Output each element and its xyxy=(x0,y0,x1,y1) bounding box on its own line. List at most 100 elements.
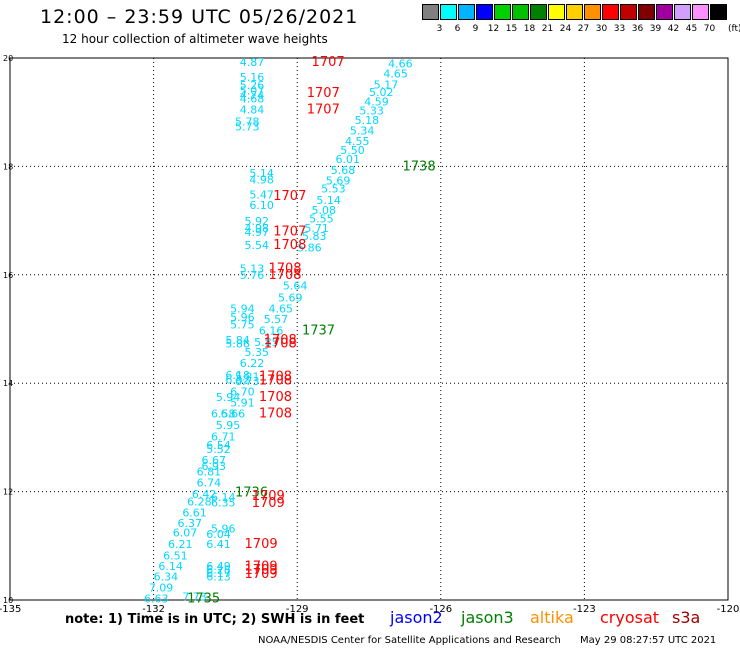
wave-height-label: 6.28 xyxy=(187,495,212,508)
time-label: 1737 xyxy=(302,324,335,339)
wave-height-label: 6.51 xyxy=(163,550,188,563)
scale-label: 21 xyxy=(541,24,554,34)
lat-tick-label: 10 xyxy=(3,596,13,605)
wave-height-label: 5.69 xyxy=(326,174,351,187)
scale-swatch xyxy=(494,4,511,20)
wave-height-label: 6.18 xyxy=(225,369,250,382)
wave-height-label: 5.33 xyxy=(359,105,384,118)
wave-height-label: 5.14 xyxy=(249,167,273,180)
wave-height-label: 4.87 xyxy=(240,56,265,69)
lat-tick-label: 18 xyxy=(3,162,13,171)
lon-tick-label: -132 xyxy=(142,604,165,615)
scale-swatch xyxy=(440,4,457,20)
note-text: note: 1) Time is in UTC; 2) SWH is in fe… xyxy=(65,612,365,627)
wave-height-label: 5.85 xyxy=(254,336,279,349)
wave-height-label: 5.52 xyxy=(206,443,231,456)
wave-height-label: 6.58 xyxy=(211,408,236,421)
legend-item-jason2: jason2 xyxy=(390,608,443,627)
wave-height-label: 5.69 xyxy=(278,292,303,305)
legend-item-cryosat: cryosat xyxy=(600,608,660,627)
scale-label: 27 xyxy=(577,24,590,34)
scale-swatch xyxy=(530,4,547,20)
scale-label: 12 xyxy=(487,24,500,34)
footer-date: May 29 08:27:57 UTC 2021 xyxy=(580,635,717,646)
page-title: 12:00 – 23:59 UTC 05/26/2021 xyxy=(40,6,359,28)
scale-swatch xyxy=(692,4,709,20)
wave-height-label: 6.73 xyxy=(235,375,260,388)
wave-height-label: 7.09 xyxy=(149,582,174,595)
map-frame xyxy=(9,57,729,601)
wave-height-label: 5.84 xyxy=(225,334,250,347)
wave-height-label: 5.14 xyxy=(316,194,341,207)
wave-height-label: 4.59 xyxy=(364,95,389,108)
wave-height-label: 6.41 xyxy=(206,538,231,551)
wave-height-label: 6.93 xyxy=(201,460,226,473)
wave-height-label: 6.67 xyxy=(201,454,226,467)
wave-height-label: 4.55 xyxy=(345,135,370,148)
wave-height-label: 4.98 xyxy=(245,222,270,235)
wave-height-label: 6.74 xyxy=(197,476,222,489)
time-label: 1709 xyxy=(245,563,278,578)
footer-credit: NOAA/NESDIS Center for Satellite Applica… xyxy=(258,635,561,646)
wave-height-label: 4.84 xyxy=(240,103,265,116)
wave-height-label: 4.98 xyxy=(249,173,273,186)
wave-height-label: 5.91 xyxy=(230,397,255,410)
wave-height-label: 6.61 xyxy=(182,507,207,520)
scale-unit: (ft) xyxy=(728,24,740,34)
wave-height-label: 6.13 xyxy=(206,571,231,584)
wave-height-label: 4.65 xyxy=(383,68,408,81)
time-label: 1708 xyxy=(259,373,292,388)
scale-label: 18 xyxy=(523,24,536,34)
time-label: 1738 xyxy=(403,159,436,174)
wave-height-label: 6.07 xyxy=(173,526,198,539)
wave-height-label: 6.70 xyxy=(230,385,255,398)
wave-height-label: 5.53 xyxy=(321,183,346,196)
wave-height-label: 6.54 xyxy=(206,439,231,452)
scale-swatch xyxy=(674,4,691,20)
scale-label: 70 xyxy=(703,24,716,34)
wave-height-label: 6.71 xyxy=(211,430,236,443)
wave-height-label: 5.26 xyxy=(240,79,265,92)
wave-height-label: 5.94 xyxy=(216,391,241,404)
wave-height-label: 5.92 xyxy=(245,215,270,228)
legend-item-jason3: jason3 xyxy=(461,608,514,627)
scale-label: 9 xyxy=(472,24,479,34)
scale-swatch xyxy=(512,4,529,20)
time-label: 1707 xyxy=(273,224,306,239)
scale-swatch xyxy=(656,4,673,20)
lat-tick-label: 16 xyxy=(3,271,13,280)
lat-tick-label: 20 xyxy=(3,54,13,63)
scale-label: 15 xyxy=(505,24,518,34)
wave-height-label: 5.55 xyxy=(309,212,334,225)
scale-label: 24 xyxy=(559,24,572,34)
scale-swatch xyxy=(602,4,619,20)
wave-height-label: 5.83 xyxy=(302,230,327,243)
wave-height-label: 4.66 xyxy=(388,57,413,70)
scale-swatch xyxy=(422,4,439,20)
wave-height-label: 6.16 xyxy=(259,325,284,338)
wave-height-label: 5.34 xyxy=(350,125,375,138)
wave-height-label: 6.01 xyxy=(335,153,360,166)
wave-height-label: 6.22 xyxy=(240,357,265,370)
wave-height-label: 6.28 xyxy=(206,564,231,577)
scale-label: 33 xyxy=(613,24,626,34)
time-label: 1708 xyxy=(268,268,301,283)
wave-height-label: 5.71 xyxy=(304,222,329,235)
wave-height-label: 5.54 xyxy=(245,239,270,252)
wave-height-label: 5.94 xyxy=(230,302,255,315)
time-label: 1735 xyxy=(187,591,220,606)
wave-height-label: 6.14 xyxy=(211,491,236,504)
wave-height-label: 6.21 xyxy=(168,538,193,551)
wave-height-label: 5.75 xyxy=(230,319,255,332)
wave-height-label: 6.34 xyxy=(154,571,179,584)
legend-item-s3a: s3a xyxy=(672,608,701,627)
time-label: 1709 xyxy=(252,496,285,511)
scale-label: 45 xyxy=(685,24,698,34)
wave-height-label: 6.37 xyxy=(178,517,203,530)
wave-height-label: 7.73 xyxy=(182,591,207,604)
wave-height-label: 4.74 xyxy=(240,89,265,102)
wave-height-label: 5.35 xyxy=(245,346,270,359)
wave-height-label: 5.95 xyxy=(216,419,241,432)
scale-label: 3 xyxy=(436,24,443,34)
